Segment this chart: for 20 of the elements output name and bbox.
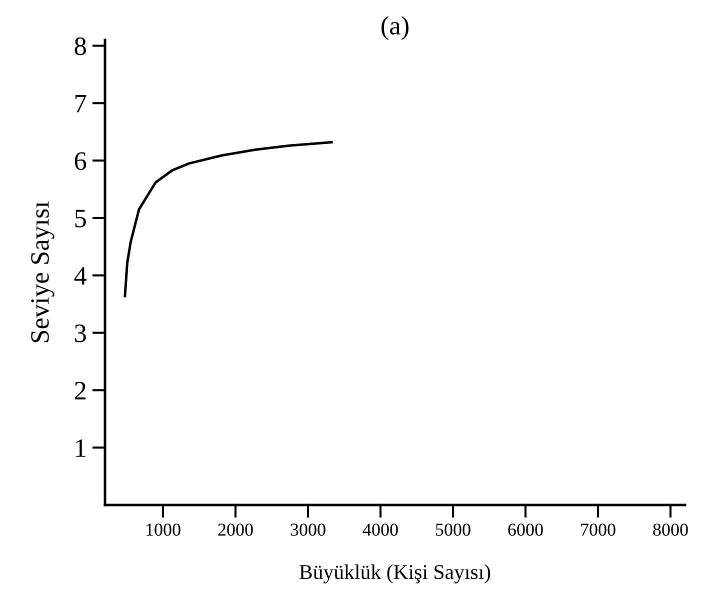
y-tick-label: 3 bbox=[75, 324, 86, 342]
x-tick-label: 3000 bbox=[290, 524, 326, 536]
x-tick-label: 4000 bbox=[362, 524, 398, 536]
x-tick-label: 6000 bbox=[508, 524, 543, 536]
x-tick-label: 8000 bbox=[653, 524, 688, 536]
y-tick-label: 5 bbox=[75, 210, 86, 228]
y-axis-title: Seviye Sayısı bbox=[31, 202, 54, 342]
y-tick-label: 2 bbox=[74, 382, 86, 400]
y-tick-label: 1 bbox=[76, 439, 86, 457]
x-axis-title: Büyüklük (Kişi Sayısı) bbox=[300, 564, 490, 584]
y-tick-label: 6 bbox=[74, 152, 86, 170]
line-series bbox=[124, 140, 333, 298]
x-tick-label: 1000 bbox=[146, 524, 180, 536]
chart-title: (a) bbox=[382, 16, 408, 40]
x-tick-label: 2000 bbox=[218, 524, 253, 536]
y-tick-label: 8 bbox=[74, 37, 86, 56]
x-tick-label: 5000 bbox=[436, 524, 470, 536]
y-tick-label: 7 bbox=[75, 95, 86, 112]
x-tick-label: 7000 bbox=[581, 524, 616, 536]
y-tick-label: 4 bbox=[74, 267, 87, 285]
